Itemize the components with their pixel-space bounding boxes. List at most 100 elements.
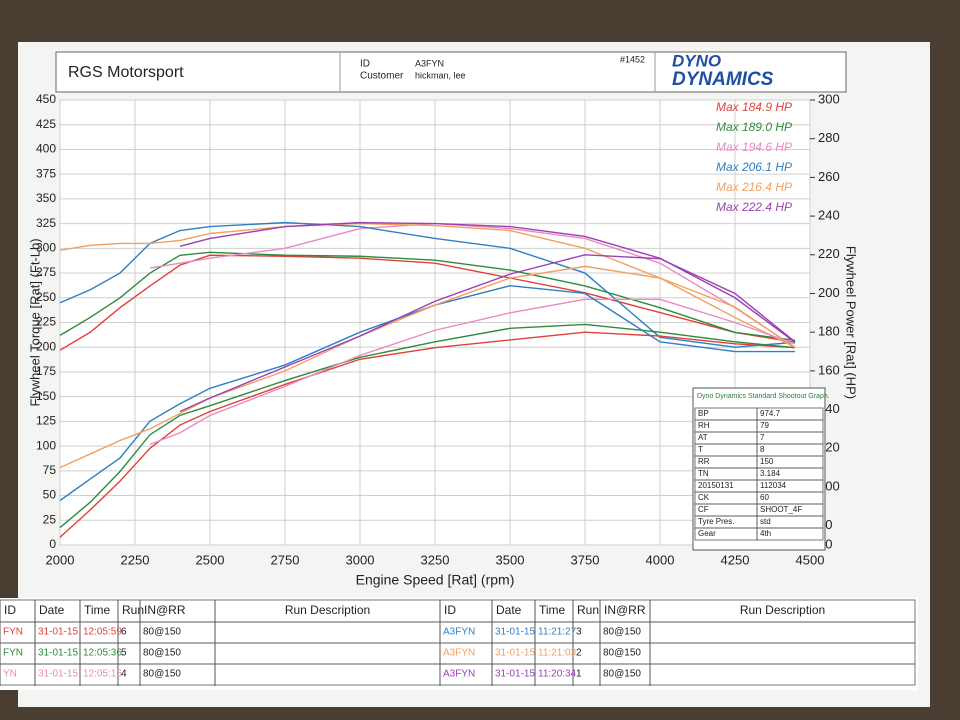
info-value: 8 bbox=[760, 445, 765, 454]
y-axis-label: Flywheel Torque [Rat] (Ft-Lb) bbox=[27, 238, 42, 406]
info-box bbox=[692, 387, 826, 551]
run-table-bg bbox=[0, 598, 918, 690]
x-tick-label: 3250 bbox=[421, 552, 450, 567]
column-header: Date bbox=[39, 603, 65, 617]
table-cell: 12:05:36 bbox=[83, 648, 122, 659]
legend-entry: Max 189.0 HP bbox=[716, 120, 792, 134]
info-value: 4th bbox=[760, 529, 771, 538]
table-cell: 80@150 bbox=[603, 648, 641, 659]
column-header: Time bbox=[84, 603, 111, 617]
info-key: RR bbox=[698, 457, 710, 466]
info-value: 60 bbox=[760, 493, 769, 502]
x-tick-label: 2000 bbox=[46, 552, 75, 567]
y-tick-label: 25 bbox=[43, 512, 57, 526]
info-value: SHOOT_4F bbox=[760, 505, 802, 514]
torque-line bbox=[59, 251, 796, 341]
y-tick-label: 225 bbox=[36, 315, 56, 329]
table-cell: YN bbox=[3, 669, 17, 680]
table-cell: 31-01-15 bbox=[38, 627, 78, 638]
table-cell: A3FYN bbox=[443, 648, 475, 659]
y-tick-label: 400 bbox=[36, 142, 56, 156]
legend-entry: Max 206.1 HP bbox=[716, 160, 792, 174]
x-tick-label: 4000 bbox=[646, 552, 675, 567]
header-box bbox=[55, 51, 847, 93]
info-value: 7 bbox=[760, 433, 765, 442]
y-tick-label: 325 bbox=[36, 216, 56, 230]
table-cell: 5 bbox=[121, 648, 127, 659]
info-key: TN bbox=[698, 469, 709, 478]
y2-tick-label: 240 bbox=[818, 208, 840, 223]
y-tick-label: 175 bbox=[36, 364, 56, 378]
table-cell: 31-01-15 bbox=[38, 669, 78, 680]
y2-tick-label: 200 bbox=[818, 285, 840, 300]
table-cell: 31-01-15 bbox=[38, 648, 78, 659]
info-title: Dyno Dynamics Standard Shootout Graph. bbox=[697, 393, 830, 400]
y-tick-label: 450 bbox=[36, 92, 56, 106]
power-line bbox=[149, 298, 796, 446]
info-key: T bbox=[698, 445, 703, 454]
table-cell: 80@150 bbox=[603, 669, 641, 680]
info-key: Gear bbox=[698, 529, 716, 538]
table-cell: 6 bbox=[121, 627, 127, 638]
id-value: A3FYN bbox=[415, 58, 444, 68]
x-tick-label: 2250 bbox=[121, 552, 150, 567]
y2-tick-label: 280 bbox=[818, 130, 840, 145]
y-tick-label: 375 bbox=[36, 166, 56, 180]
table-cell: A3FYN bbox=[443, 669, 475, 680]
x-tick-label: 2500 bbox=[196, 552, 225, 567]
info-key: 20150131 bbox=[698, 481, 734, 490]
id-label: ID bbox=[360, 59, 370, 70]
column-header: Date bbox=[496, 603, 522, 617]
table-cell: 2 bbox=[576, 648, 582, 659]
info-value: 79 bbox=[760, 421, 769, 430]
column-header: Run bbox=[122, 603, 144, 617]
y-tick-label: 275 bbox=[36, 265, 56, 279]
table-cell: 80@150 bbox=[143, 669, 181, 680]
table-cell: 1 bbox=[576, 669, 582, 680]
power-line bbox=[179, 254, 796, 413]
y2-tick-label: 160 bbox=[818, 362, 840, 377]
column-header: IN@RR bbox=[144, 603, 186, 617]
info-key: CF bbox=[698, 505, 709, 514]
y-tick-label: 100 bbox=[36, 438, 56, 452]
logo-bottom: DYNAMICS bbox=[672, 69, 774, 90]
table-cell: 3 bbox=[576, 627, 582, 638]
column-header: Run Description bbox=[740, 603, 825, 617]
legend-entry: Max 184.9 HP bbox=[716, 100, 792, 114]
info-key: AT bbox=[698, 433, 708, 442]
y-tick-label: 75 bbox=[43, 463, 57, 477]
table-cell: 11:21:03 bbox=[538, 648, 577, 659]
info-value: 3.184 bbox=[760, 469, 781, 478]
table-cell: 31-01-15 bbox=[495, 669, 535, 680]
table-cell: 80@150 bbox=[143, 648, 181, 659]
y2-tick-label: 180 bbox=[818, 324, 840, 339]
y-tick-label: 150 bbox=[36, 389, 56, 403]
torque-line bbox=[59, 254, 796, 351]
x-tick-label: 3500 bbox=[496, 552, 525, 567]
y2-tick-label: 300 bbox=[818, 91, 840, 106]
column-header: IN@RR bbox=[604, 603, 646, 617]
table-cell: 12:05:16 bbox=[83, 669, 122, 680]
y-tick-label: 300 bbox=[36, 241, 56, 255]
info-value: 974.7 bbox=[760, 409, 781, 418]
info-key: Tyre Pres. bbox=[698, 517, 734, 526]
table-cell: 4 bbox=[121, 669, 127, 680]
column-header: ID bbox=[444, 603, 456, 617]
power-line bbox=[59, 265, 796, 469]
y-tick-label: 125 bbox=[36, 414, 56, 428]
x-tick-label: 3000 bbox=[346, 552, 375, 567]
power-line bbox=[59, 331, 796, 538]
x-tick-label: 2750 bbox=[271, 552, 300, 567]
table-cell: FYN bbox=[3, 648, 23, 659]
company: RGS Motorsport bbox=[68, 64, 184, 81]
column-header: Time bbox=[539, 603, 566, 617]
y-tick-label: 200 bbox=[36, 339, 56, 353]
table-cell: 31-01-15 bbox=[495, 648, 535, 659]
table-cell: 80@150 bbox=[603, 627, 641, 638]
info-value: std bbox=[760, 517, 771, 526]
table-cell: FYN bbox=[3, 627, 23, 638]
x-tick-label: 3750 bbox=[571, 552, 600, 567]
x-axis-label: Engine Speed [Rat] (rpm) bbox=[356, 572, 515, 588]
